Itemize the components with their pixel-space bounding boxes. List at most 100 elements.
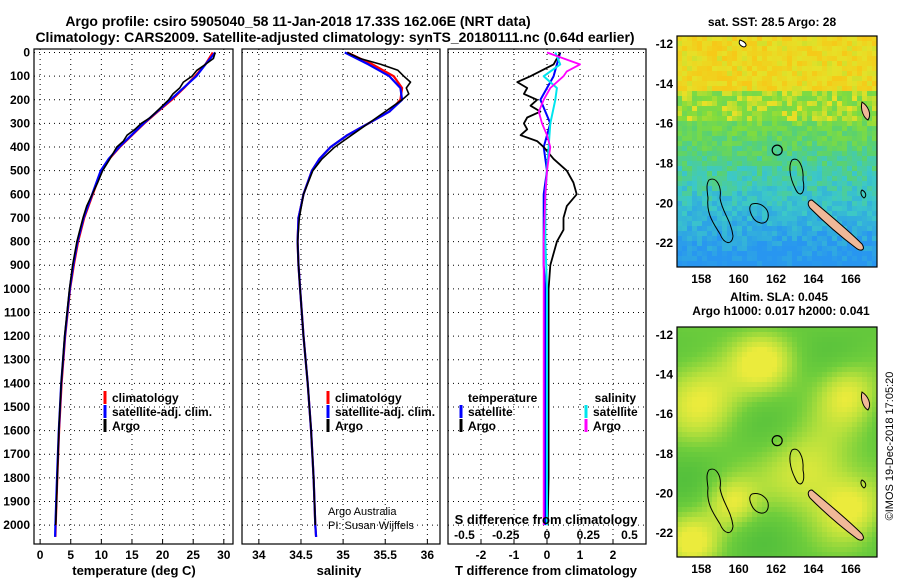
sla-cell — [762, 447, 767, 452]
sst-cell — [817, 86, 822, 91]
sla-cell — [812, 342, 817, 347]
sla-cell — [762, 432, 767, 437]
sla-cell — [787, 552, 792, 557]
sst-cell — [812, 246, 817, 251]
sla-cell — [727, 347, 732, 352]
sla-cell — [712, 552, 717, 557]
sla-cell — [707, 327, 712, 332]
sla-cell — [732, 347, 737, 352]
salinity-axis-label: salinity — [317, 563, 363, 578]
sst-cell — [757, 181, 762, 186]
sla-cell — [732, 547, 737, 552]
sst-cell — [762, 76, 767, 81]
sst-cell — [822, 226, 827, 231]
sst-map-argo-marker — [771, 144, 783, 156]
sst-cell — [747, 111, 752, 116]
sla-cell — [767, 537, 772, 542]
sst-cell — [727, 261, 732, 266]
sla-cell — [732, 427, 737, 432]
sst-cell — [737, 251, 742, 256]
sst-cell — [797, 246, 802, 251]
sst-cell — [872, 81, 877, 86]
sla-cell — [677, 527, 682, 532]
sla-cell — [862, 492, 867, 497]
sla-cell — [767, 367, 772, 372]
depth-tick-label: 1000 — [3, 282, 30, 296]
sst-cell — [767, 241, 772, 246]
sst-cell — [732, 156, 737, 161]
sst-cell — [792, 56, 797, 61]
sst-cell — [822, 236, 827, 241]
sla-cell — [802, 452, 807, 457]
sst-cell — [767, 101, 772, 106]
sla-cell — [752, 407, 757, 412]
sst-cell — [677, 101, 682, 106]
sla-cell — [862, 502, 867, 507]
sla-cell — [862, 487, 867, 492]
sst-cell — [852, 101, 857, 106]
sla-cell — [837, 467, 842, 472]
sst-cell — [862, 216, 867, 221]
sst-cell — [762, 156, 767, 161]
sst-cell — [832, 61, 837, 66]
sst-cell — [862, 76, 867, 81]
sla-cell — [737, 472, 742, 477]
sst-cell — [782, 116, 787, 121]
sst-cell — [787, 156, 792, 161]
sla-cell — [707, 337, 712, 342]
sla-cell — [737, 427, 742, 432]
sla-cell — [702, 472, 707, 477]
sla-cell — [692, 342, 697, 347]
sla-cell — [762, 422, 767, 427]
sla-cell — [742, 492, 747, 497]
new-caledonia-land — [807, 199, 864, 251]
sla-cell — [827, 352, 832, 357]
sst-cell — [837, 176, 842, 181]
sst-cell — [857, 221, 862, 226]
sst-cell — [742, 141, 747, 146]
sst-cell — [822, 131, 827, 136]
sla-cell — [697, 392, 702, 397]
sla-cell — [847, 547, 852, 552]
sst-cell — [687, 106, 692, 111]
sst-cell — [787, 81, 792, 86]
sst-cell — [797, 36, 802, 41]
sst-cell — [792, 91, 797, 96]
sst-cell — [767, 81, 772, 86]
sst-cell — [807, 56, 812, 61]
sla-cell — [752, 497, 757, 502]
sla-cell — [687, 552, 692, 557]
sst-cell — [687, 86, 692, 91]
sst-cell — [817, 251, 822, 256]
sst-cell — [742, 51, 747, 56]
depth-tick-label: 1600 — [3, 424, 30, 438]
sla-cell — [827, 447, 832, 452]
sla-cell — [752, 352, 757, 357]
sla-cell — [682, 462, 687, 467]
sst-cell — [837, 96, 842, 101]
sst-cell — [712, 206, 717, 211]
sla-cell — [832, 437, 837, 442]
sst-cell — [812, 146, 817, 151]
sst-cell — [727, 151, 732, 156]
sst-cell — [737, 81, 742, 86]
sla-cell — [817, 532, 822, 537]
sla-cell — [742, 397, 747, 402]
sla-cell — [857, 402, 862, 407]
sla-cell — [697, 342, 702, 347]
sla-cell — [752, 527, 757, 532]
sst-cell — [677, 161, 682, 166]
sla-cell — [742, 537, 747, 542]
sla-cell — [777, 422, 782, 427]
sla-cell — [697, 417, 702, 422]
sla-cell — [822, 467, 827, 472]
sst-cell — [712, 236, 717, 241]
sst-cell — [832, 146, 837, 151]
sla-cell — [852, 327, 857, 332]
sla-cell — [742, 387, 747, 392]
sst-cell — [682, 241, 687, 246]
sla-cell — [767, 337, 772, 342]
sst-cell — [772, 111, 777, 116]
sla-cell — [682, 367, 687, 372]
sst-cell — [722, 121, 727, 126]
